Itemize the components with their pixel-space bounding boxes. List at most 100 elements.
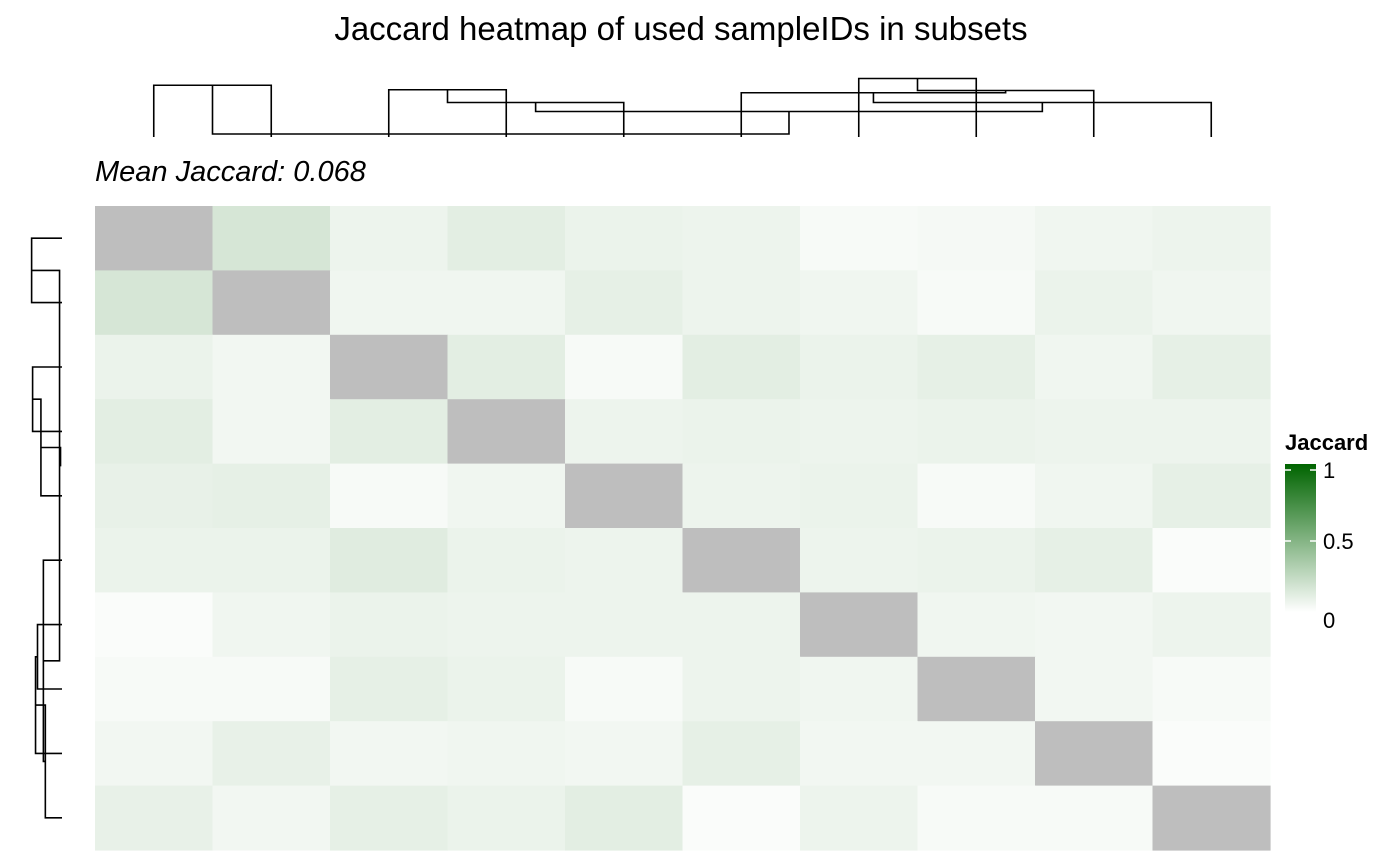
legend-tick-label: 0.5: [1323, 529, 1354, 554]
dendrogram-branch: [916, 78, 1095, 137]
heatmap-cell: [682, 334, 801, 400]
heatmap-cell: [1035, 528, 1154, 593]
heatmap-cell: [95, 528, 214, 593]
heatmap-cell: [95, 206, 214, 271]
heatmap-cell: [212, 206, 331, 271]
heatmap-cell: [330, 206, 449, 271]
heatmap-cell: [682, 270, 801, 336]
heatmap-cell: [800, 463, 919, 529]
heatmap-cell: [330, 656, 449, 722]
heatmap-cell: [1152, 656, 1271, 722]
heatmap-cell: [212, 528, 331, 593]
heatmap-cell: [682, 399, 801, 465]
heatmap-cell: [1152, 463, 1271, 529]
heatmap-cell: [1035, 721, 1154, 787]
heatmap-cell: [1152, 592, 1271, 658]
heatmap-cell: [95, 463, 214, 529]
heatmap-cell: [800, 592, 919, 658]
heatmap-cell: [212, 656, 331, 722]
heatmap-cell: [1035, 463, 1154, 529]
heatmap-cell: [95, 721, 214, 787]
dendrogram-branch: [36, 623, 62, 690]
heatmap-cell: [565, 270, 684, 336]
heatmap-cell: [565, 206, 684, 271]
heatmap-cell: [565, 334, 684, 400]
heatmap-cell: [800, 721, 919, 787]
dendrogram-branch: [211, 85, 790, 135]
heatmap-cell: [212, 399, 331, 465]
column-dendrogram: [152, 77, 1213, 137]
legend-ticks: 10.50: [1285, 458, 1354, 633]
heatmap-cell: [212, 592, 331, 658]
heatmap-cell: [565, 721, 684, 787]
heatmap-cell: [917, 656, 1036, 722]
heatmap-cell: [800, 334, 919, 400]
heatmap-cell: [682, 656, 801, 722]
heatmap-cell: [1152, 399, 1271, 465]
heatmap-cell: [212, 463, 331, 529]
heatmap-cell: [917, 334, 1036, 400]
dendrogram-branch: [35, 704, 62, 819]
heatmap-cell: [1035, 399, 1154, 465]
heatmap-cell: [1035, 270, 1154, 336]
heatmap-cell: [917, 206, 1036, 271]
heatmap-cells: [95, 206, 1271, 851]
heatmap-cell: [800, 206, 919, 271]
heatmap-cell: [1035, 206, 1154, 271]
dendrogram-branch: [31, 269, 61, 662]
heatmap-cell: [447, 463, 566, 529]
heatmap-cell: [95, 656, 214, 722]
heatmap-cell: [447, 399, 566, 465]
heatmap-cell: [800, 270, 919, 336]
heatmap-cell: [1152, 334, 1271, 400]
heatmap-cell: [917, 270, 1036, 336]
heatmap-cell: [95, 334, 214, 400]
heatmap-cell: [330, 463, 449, 529]
heatmap-cell: [447, 334, 566, 400]
heatmap-cell: [917, 528, 1036, 593]
heatmap-cell: [447, 656, 566, 722]
heatmap-cell: [682, 721, 801, 787]
heatmap-cell: [917, 592, 1036, 658]
heatmap-cell: [1152, 721, 1271, 787]
heatmap-cell: [800, 785, 919, 851]
heatmap-cell: [447, 528, 566, 593]
heatmap-cell: [95, 592, 214, 658]
heatmap-cell: [447, 592, 566, 658]
legend-title: Jaccard: [1285, 430, 1368, 455]
heatmap-cell: [1152, 270, 1271, 336]
heatmap-cell: [917, 785, 1036, 851]
heatmap-cell: [917, 399, 1036, 465]
dendrogram-branch: [446, 89, 625, 137]
heatmap-cell: [212, 270, 331, 336]
heatmap-cell: [565, 785, 684, 851]
chart-subtitle: Mean Jaccard: 0.068: [95, 156, 366, 188]
heatmap-cell: [917, 463, 1036, 529]
heatmap-cell: [212, 785, 331, 851]
heatmap-cell: [565, 528, 684, 593]
heatmap-cell: [565, 399, 684, 465]
heatmap-cell: [800, 656, 919, 722]
heatmap-cell: [682, 206, 801, 271]
dendrogram-branch: [534, 102, 1044, 113]
legend-tick-label: 0: [1323, 608, 1335, 633]
heatmap-cell: [565, 592, 684, 658]
heatmap-cell: [330, 721, 449, 787]
legend-tick-label: 1: [1323, 458, 1335, 483]
heatmap-cell: [330, 270, 449, 336]
heatmap-cell: [565, 463, 684, 529]
dendrogram-branch: [872, 92, 1213, 137]
heatmap-cell: [682, 463, 801, 529]
heatmap-cell: [330, 334, 449, 400]
heatmap-cell: [682, 592, 801, 658]
heatmap-cell: [800, 528, 919, 593]
heatmap-cell: [330, 399, 449, 465]
heatmap-cell: [682, 528, 801, 593]
heatmap-cell: [330, 528, 449, 593]
row-dendrogram: [30, 237, 62, 819]
heatmap-cell: [212, 334, 331, 400]
heatmap-cell: [447, 721, 566, 787]
heatmap-cell: [447, 785, 566, 851]
heatmap-cell: [1035, 785, 1154, 851]
